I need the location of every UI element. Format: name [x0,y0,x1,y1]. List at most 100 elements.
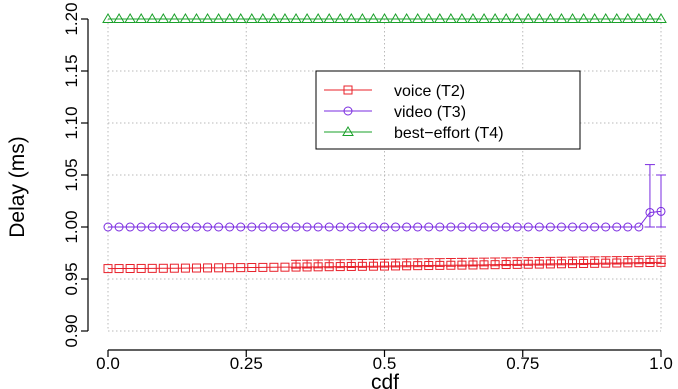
data-point [501,260,511,270]
data-point [290,13,302,23]
legend-label: video (T3) [394,104,466,121]
data-point [457,222,467,232]
data-point [411,13,424,23]
error-bar [534,257,545,266]
data-point [324,262,334,272]
data-point [601,258,611,268]
legend-label: voice (T2) [394,83,465,100]
error-bar [313,259,324,269]
error-bar [501,257,512,267]
error-bar [512,257,523,266]
data-point [368,261,378,271]
legend-item: voice (T2) [324,83,465,100]
data-point [402,222,412,232]
data-point [656,257,666,267]
error-bar [445,258,456,267]
legend-item: video (T3) [324,104,466,121]
data-point [634,258,644,268]
data-point [191,263,201,273]
data-point [203,263,213,273]
data-point [291,222,301,232]
error-bar [412,258,423,268]
x-tick-label: 0.75 [506,354,539,373]
data-point [214,263,224,273]
data-point [169,263,179,273]
data-point [180,263,190,273]
series-group [102,13,667,274]
legend-label: best−effort (T4) [394,125,504,142]
data-point [380,261,389,271]
data-point [556,222,566,232]
data-point [280,262,290,272]
data-point [424,261,434,271]
data-point [490,222,500,232]
data-point [113,13,125,23]
y-tick-label: 0.95 [62,262,81,295]
data-point [357,261,367,271]
y-tick-label: 1.15 [62,54,81,87]
data-point [136,263,146,273]
data-point [103,264,113,274]
series-circle [103,164,666,232]
data-point [191,222,201,232]
legend-marker [342,126,354,136]
data-point [501,222,511,232]
data-point [601,222,611,232]
data-point [125,264,135,274]
data-point [247,222,257,232]
data-point [158,222,168,232]
data-point [236,222,246,232]
data-point [413,261,423,271]
data-point [568,222,578,232]
data-point [612,222,622,232]
y-tick-label: 1.05 [62,158,81,191]
data-point [313,222,323,232]
error-bar [423,258,434,268]
data-point [579,222,589,232]
data-point [346,261,356,271]
y-tick-label: 0.90 [62,314,81,347]
data-point [512,259,522,269]
data-point [523,222,533,232]
data-point [158,263,168,273]
error-bar [302,259,313,269]
data-point [512,222,522,232]
data-point [644,13,656,23]
data-point [456,13,468,23]
error-bar [644,255,655,265]
data-point [146,13,159,23]
error-bar [545,256,556,266]
error-bar [357,259,368,268]
data-point [400,13,413,23]
data-point [301,13,313,23]
data-point [234,13,247,23]
error-bar [390,258,401,268]
data-point [256,13,269,23]
data-point [169,222,179,232]
legend-item: best−effort (T4) [324,125,504,142]
error-bar [379,258,390,268]
y-tick-label: 1.10 [62,106,81,139]
data-point [103,222,113,232]
legend: voice (T2) video (T3) best−effort (T4) [315,70,581,150]
data-point [435,222,445,232]
data-point [302,222,312,232]
data-point [534,259,544,269]
data-point [168,13,181,23]
data-point [590,258,600,268]
axes: 0.90 0.95 1.00 1.05 1.10 1.15 1.20 0.0 0.25 0.5 0.… [6,2,673,389]
data-point [225,222,235,232]
data-point [269,222,279,232]
data-point [114,264,124,274]
series-square [103,255,666,274]
x-axis-title: cdf [371,371,399,389]
data-point [268,13,280,23]
data-point [291,262,301,272]
data-point [633,13,645,23]
data-point [446,260,456,270]
data-point [478,13,490,23]
data-point [446,222,456,232]
error-bar [368,258,379,268]
data-point [610,13,623,23]
